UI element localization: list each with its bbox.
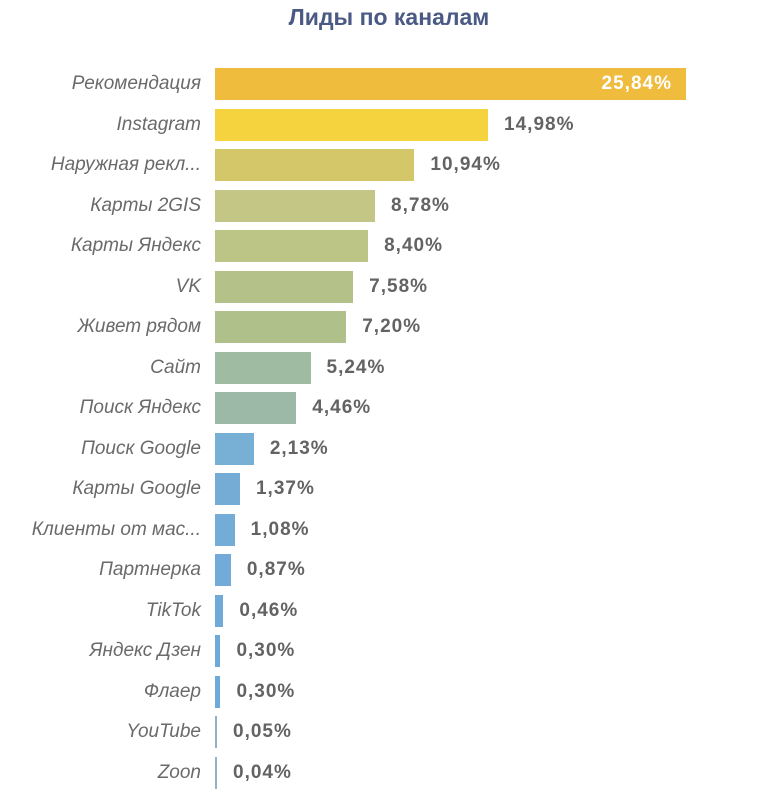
chart-row: Карты 2GIS 8,78%	[0, 189, 778, 222]
category-label: Карты 2GIS	[90, 194, 201, 216]
value-label: 0,46%	[239, 599, 299, 621]
category-label: Instagram	[116, 113, 201, 135]
chart-row: VK 7,58%	[0, 270, 778, 303]
chart-row: YouTube 0,05%	[0, 716, 778, 748]
category-label: Партнерка	[99, 559, 201, 580]
chart-row: Флаер 0,30%	[0, 675, 778, 708]
value-label: 4,46%	[312, 397, 372, 418]
bar	[215, 554, 231, 586]
chart-row: Яндекс Дзен 0,30%	[0, 635, 778, 667]
chart-row: Партнерка 0,87%	[0, 554, 778, 586]
category-label: Карты Яндекс	[70, 235, 201, 256]
value-label: 7,20%	[362, 316, 422, 337]
category-label: Клиенты от мас...	[31, 518, 201, 540]
bar	[215, 230, 369, 262]
value-label: 8,78%	[391, 194, 450, 216]
bar	[215, 756, 217, 789]
chart-row: Instagram 14,98%	[0, 108, 778, 141]
bar	[215, 149, 415, 181]
bar	[215, 270, 354, 303]
value-label: 7,58%	[369, 275, 429, 297]
bar	[215, 594, 224, 627]
category-label: Поиск Яндекс	[79, 397, 201, 418]
bar	[215, 675, 221, 708]
chart-row: Наружная рекл... 10,94%	[0, 149, 778, 181]
category-label: VK	[175, 275, 201, 297]
category-label: TikTok	[145, 599, 201, 621]
chart-row: Рекомендация 25,84%	[0, 68, 778, 100]
bar	[215, 392, 297, 424]
category-label: Яндекс Дзен	[89, 640, 201, 661]
category-label: YouTube	[126, 721, 201, 742]
value-label: 0,30%	[236, 680, 296, 702]
bar	[215, 473, 240, 505]
value-label: 10,94%	[430, 154, 501, 175]
category-label: Флаер	[143, 680, 201, 702]
chart-row: Карты Google 1,37%	[0, 473, 778, 505]
value-label: 25,84%	[601, 73, 672, 94]
bar	[215, 635, 221, 667]
chart-title: Лиды по каналам	[288, 4, 490, 30]
chart-row: Карты Яндекс 8,40%	[0, 230, 778, 262]
bar	[215, 351, 311, 384]
bar	[215, 68, 686, 100]
value-label: 0,30%	[236, 640, 296, 661]
bar	[215, 432, 254, 465]
category-label: Zoon	[157, 761, 201, 783]
category-label: Карты Google	[72, 478, 201, 499]
value-label: 1,08%	[250, 518, 310, 540]
category-label: Живет рядом	[77, 316, 201, 337]
value-label: 2,13%	[269, 437, 329, 459]
chart-row: TikTok 0,46%	[0, 594, 778, 627]
chart-row: Живет рядом 7,20%	[0, 311, 778, 343]
bar	[215, 716, 217, 748]
value-label: 0,87%	[246, 559, 306, 580]
bar	[215, 311, 347, 343]
category-label: Рекомендация	[71, 73, 201, 94]
value-label: 1,37%	[255, 478, 315, 499]
value-label: 0,05%	[233, 721, 292, 742]
chart-row: Сайт 5,24%	[0, 351, 778, 384]
bar	[215, 513, 235, 546]
chart-row: Zoon 0,04%	[0, 756, 778, 789]
bar	[215, 189, 376, 222]
value-label: 0,04%	[233, 761, 292, 783]
category-label: Поиск Google	[81, 437, 201, 459]
value-label: 8,40%	[384, 235, 443, 256]
bar	[215, 108, 489, 141]
chart-row: Поиск Google 2,13%	[0, 432, 778, 465]
chart-row: Поиск Яндекс 4,46%	[0, 392, 778, 424]
chart-row: Клиенты от мас... 1,08%	[0, 513, 778, 546]
value-label: 14,98%	[504, 113, 575, 135]
category-label: Сайт	[150, 356, 201, 378]
category-label: Наружная рекл...	[50, 154, 201, 175]
value-label: 5,24%	[326, 356, 386, 378]
